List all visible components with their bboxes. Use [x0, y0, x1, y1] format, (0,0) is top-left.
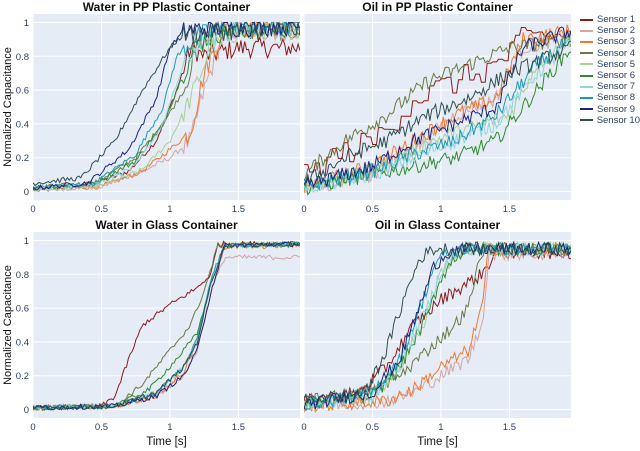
x-tick-label: 0.5: [366, 204, 379, 215]
series-line-sensor-10: [304, 240, 571, 406]
y-tick-label: 0.4: [16, 337, 29, 348]
x-tick-label: 0.5: [366, 422, 379, 433]
legend-label: Sensor 2: [597, 25, 636, 37]
legend-item-sensor-8[interactable]: Sensor 8: [580, 92, 640, 103]
legend-label: Sensor 10: [596, 114, 640, 126]
y-tick-label: 0: [24, 405, 29, 416]
legend-item-sensor-2[interactable]: Sensor 2: [580, 25, 640, 36]
legend-label: Sensor 8: [597, 92, 636, 104]
legend-item-sensor-6[interactable]: Sensor 6: [580, 70, 640, 81]
legend-label: Sensor 1: [597, 14, 636, 26]
x-tick-label: 1: [167, 204, 172, 215]
series-line-sensor-9: [33, 241, 300, 411]
legend-swatch: [580, 63, 593, 66]
subplot-4: 0 0.5 1 1.5 Oil in Glass Container Time [s]: [301, 218, 571, 448]
x-tick-label: 0: [301, 204, 306, 215]
x-tick-label: 1.5: [503, 422, 516, 433]
legend-swatch: [580, 18, 593, 21]
y-tick-label: 1: [24, 18, 29, 29]
subplot-title: Oil in PP Plastic Container: [362, 0, 513, 14]
series-line-sensor-10: [33, 21, 300, 187]
y-tick-label: 0: [24, 187, 29, 198]
legend-item-sensor-10[interactable]: Sensor 10: [580, 115, 640, 126]
y-axis-label: Normalized Capacitance: [2, 47, 14, 167]
y-tick-label: 0.8: [16, 270, 29, 281]
legend-swatch: [580, 96, 593, 99]
legend-label: Sensor 9: [597, 103, 636, 115]
series-line-sensor-1: [304, 27, 571, 179]
series-line-sensor-9: [304, 26, 571, 188]
legend-item-sensor-4[interactable]: Sensor 4: [580, 48, 640, 59]
x-axis-label: Time [s]: [417, 436, 457, 448]
legend-swatch: [580, 85, 593, 88]
legend-swatch: [580, 52, 593, 55]
legend-label: Sensor 7: [597, 81, 636, 93]
legend-label: Sensor 3: [597, 36, 636, 48]
series-line-sensor-10: [304, 40, 571, 186]
legend-item-sensor-5[interactable]: Sensor 5: [580, 59, 640, 70]
x-tick-label: 0.5: [95, 422, 108, 433]
legend-item-sensor-9[interactable]: Sensor 9: [580, 104, 640, 115]
x-tick-label: 1.5: [232, 422, 245, 433]
y-tick-label: 0.8: [16, 52, 29, 63]
y-axis-label: Normalized Capacitance: [2, 265, 14, 385]
plot-background: [304, 232, 571, 418]
legend-item-sensor-1[interactable]: Sensor 1: [580, 14, 640, 25]
series-line-sensor-8: [304, 241, 571, 412]
x-tick-label: 1.5: [503, 204, 516, 215]
subplot-2: 0 0.5 1 1.5 Oil in PP Plastic Container: [301, 0, 571, 215]
series-line-sensor-9: [33, 22, 300, 191]
x-axis-label: Time [s]: [146, 436, 186, 448]
y-tick-label: 0.6: [16, 86, 29, 97]
subplot-1: 0 0.5 1 1.5 0 0.2 0.4 0.6 0.8 1 Water in PP Plasti…: [2, 0, 300, 215]
legend-swatch: [580, 40, 593, 43]
legend-item-sensor-3[interactable]: Sensor 3: [580, 36, 640, 47]
series-line-sensor-4: [304, 33, 571, 181]
x-tick-label: 0: [301, 422, 306, 433]
legend-item-sensor-7[interactable]: Sensor 7: [580, 81, 640, 92]
x-tick-label: 1.5: [232, 204, 245, 215]
x-tick-label: 0: [30, 422, 35, 433]
legend-swatch: [580, 29, 593, 32]
subplot-title: Water in Glass Container: [95, 218, 238, 232]
subplot-3: 0 0.5 1 1.5 0 0.2 0.4 0.6 0.8 1 Water in Glass Con…: [2, 218, 300, 448]
x-tick-label: 1: [438, 204, 443, 215]
y-tick-label: 0.4: [16, 119, 29, 130]
legend-label: Sensor 6: [597, 70, 636, 82]
x-tick-label: 0.5: [95, 204, 108, 215]
y-tick-label: 0.2: [16, 153, 29, 164]
x-tick-label: 1: [438, 422, 443, 433]
y-tick-label: 1: [24, 236, 29, 247]
x-tick-label: 0: [30, 204, 35, 215]
subplot-title: Water in PP Plastic Container: [83, 0, 251, 14]
legend: Sensor 1 Sensor 2 Sensor 3 Sensor 4 Sensor 5…: [580, 14, 640, 126]
legend-label: Sensor 5: [597, 58, 636, 70]
plot-background: [33, 14, 300, 200]
y-tick-label: 0.2: [16, 371, 29, 382]
legend-label: Sensor 4: [597, 47, 636, 59]
subplot-title: Oil in Glass Container: [375, 218, 501, 232]
legend-swatch: [580, 74, 593, 77]
legend-swatch: [580, 119, 593, 122]
x-tick-label: 1: [167, 422, 172, 433]
series-line-sensor-8: [304, 33, 571, 191]
y-tick-label: 0.6: [16, 304, 29, 315]
legend-swatch: [580, 108, 593, 111]
series-line-sensor-10: [33, 240, 300, 411]
